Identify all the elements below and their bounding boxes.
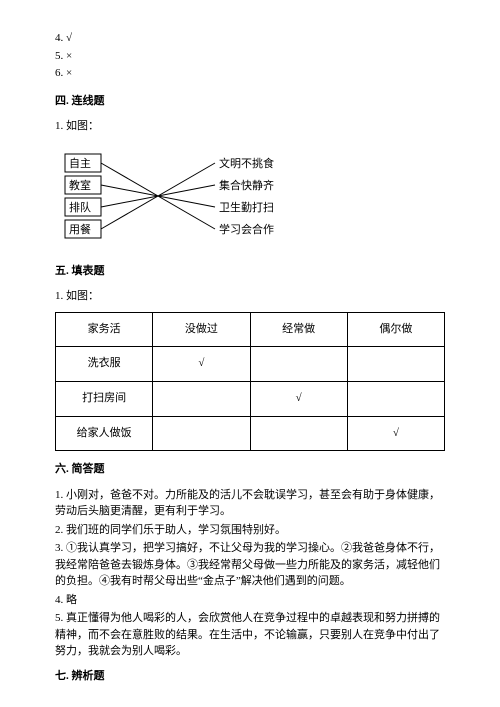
table-row: 洗衣服√ — [56, 347, 445, 382]
table-cell: 洗衣服 — [56, 347, 153, 382]
table-cell — [153, 381, 250, 416]
top-judgement-items: 4. √ 5. × 6. × — [55, 30, 445, 83]
item-6: 6. × — [55, 65, 445, 83]
section-5-subtitle: 1. 如图： — [55, 288, 445, 306]
answer-paragraph: 4. 略 — [55, 592, 445, 609]
table-header-row: 家务活没做过经常做偶尔做 — [56, 312, 445, 347]
section-4-subtitle: 1. 如图： — [55, 118, 445, 136]
answer-paragraph: 2. 我们班的同学们乐于助人，学习氛围特别好。 — [55, 522, 445, 539]
table-cell: √ — [347, 416, 444, 451]
svg-text:集合快静齐: 集合快静齐 — [219, 178, 274, 192]
table-cell: √ — [250, 381, 347, 416]
table-cell — [250, 416, 347, 451]
section-7-title: 七. 辨析题 — [55, 668, 445, 686]
section-6-title: 六. 简答题 — [55, 461, 445, 479]
table-body: 洗衣服√打扫房间√给家人做饭√ — [56, 347, 445, 451]
chores-table: 家务活没做过经常做偶尔做 洗衣服√打扫房间√给家人做饭√ — [55, 312, 445, 451]
svg-text:排队: 排队 — [69, 200, 91, 214]
svg-text:学习会合作: 学习会合作 — [219, 222, 274, 236]
matching-svg: 自主教室排队用餐 文明不挑食集合快静齐卫生勤打扫学习会合作 — [55, 144, 295, 244]
table-cell — [250, 347, 347, 382]
table-header-cell: 没做过 — [153, 312, 250, 347]
table-cell: 打扫房间 — [56, 381, 153, 416]
svg-text:教室: 教室 — [69, 178, 91, 192]
item-5: 5. × — [55, 48, 445, 66]
svg-text:自主: 自主 — [69, 157, 91, 170]
table-cell — [347, 347, 444, 382]
table-header-cell: 家务活 — [56, 312, 153, 347]
table-cell: 给家人做饭 — [56, 416, 153, 451]
svg-text:用餐: 用餐 — [69, 222, 91, 236]
table-cell: √ — [153, 347, 250, 382]
answer-paragraph: 5. 真正懂得为他人喝彩的人，会欣赏他人在竞争过程中的卓越表现和努力拼搏的精神，… — [55, 610, 445, 660]
table-cell — [153, 416, 250, 451]
svg-text:文明不挑食: 文明不挑食 — [219, 156, 274, 170]
table-row: 打扫房间 √ — [56, 381, 445, 416]
table-header-cell: 经常做 — [250, 312, 347, 347]
section-5-title: 五. 填表题 — [55, 263, 445, 281]
answer-paragraph: 1. 小刚对，爸爸不对。力所能及的活儿不会耽误学习，甚至会有助于身体健康，劳动后… — [55, 487, 445, 520]
table-header-cell: 偶尔做 — [347, 312, 444, 347]
table-cell — [347, 381, 444, 416]
answers-block: 1. 小刚对，爸爸不对。力所能及的活儿不会耽误学习，甚至会有助于身体健康，劳动后… — [55, 487, 445, 660]
table-row: 给家人做饭 √ — [56, 416, 445, 451]
section-4-title: 四. 连线题 — [55, 93, 445, 111]
matching-diagram: 自主教室排队用餐 文明不挑食集合快静齐卫生勤打扫学习会合作 — [55, 144, 445, 251]
answer-paragraph: 3. ①我认真学习，把学习搞好，不让父母为我的学习操心。②我爸爸身体不行，我经常… — [55, 540, 445, 590]
svg-text:卫生勤打扫: 卫生勤打扫 — [219, 200, 274, 214]
item-4: 4. √ — [55, 30, 445, 48]
